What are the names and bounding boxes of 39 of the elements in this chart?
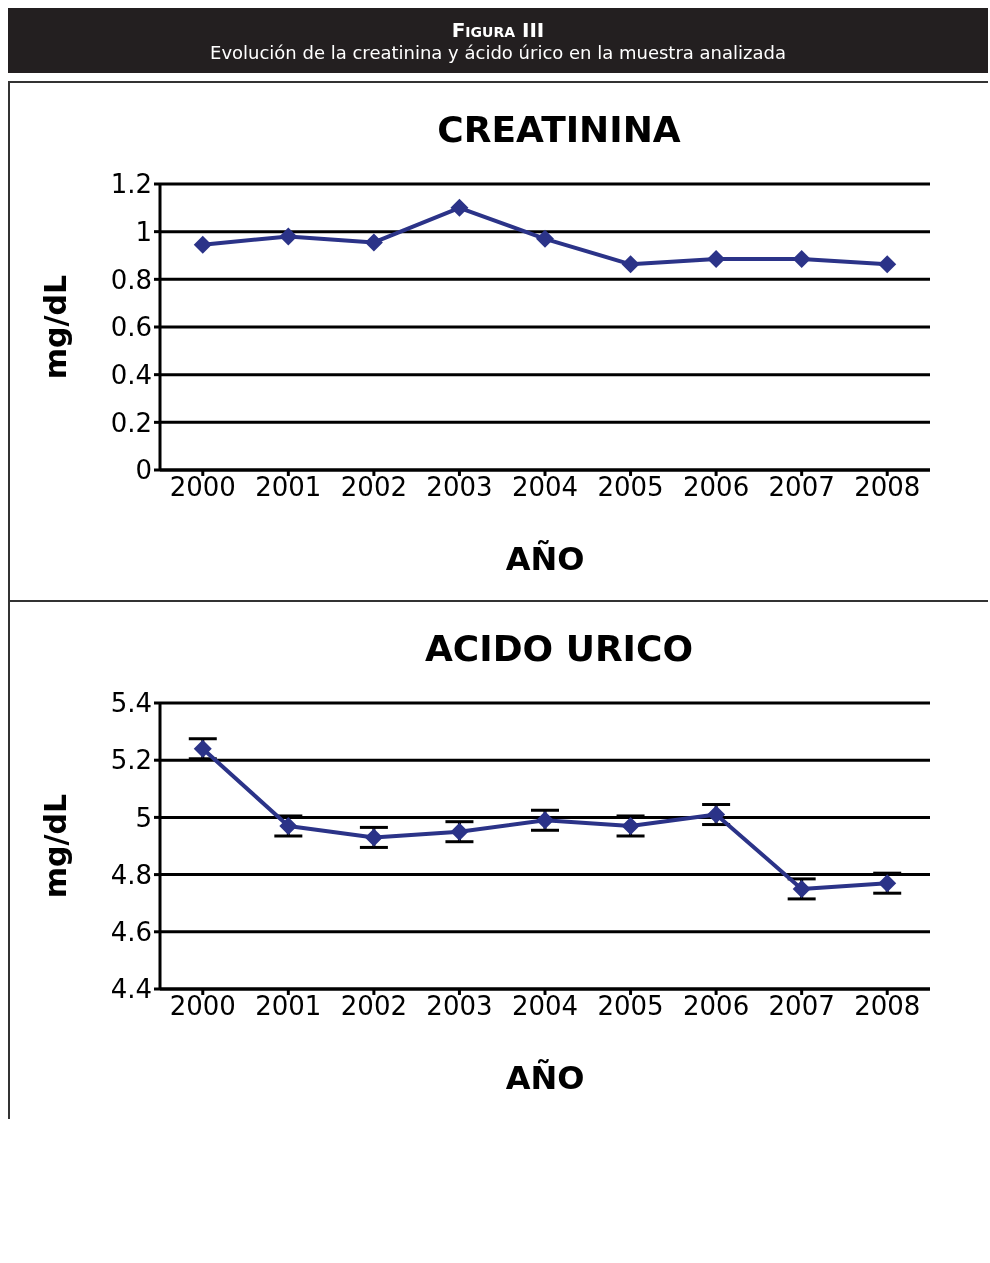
y-axis-title: mg/dL [37, 793, 73, 899]
x-tick-label: 2007 [768, 472, 835, 503]
y-tick-label: 0.8 [110, 264, 152, 295]
x-tick-label: 2008 [854, 991, 921, 1022]
x-axis-title: AÑO [505, 1059, 585, 1097]
chart-title: CREATININA [436, 109, 682, 150]
x-tick-label: 2002 [340, 991, 407, 1022]
y-tick-label: 4.8 [110, 859, 152, 890]
x-tick-label: 2000 [169, 991, 236, 1022]
x-tick-label: 2001 [255, 991, 322, 1022]
x-tick-label: 2004 [511, 472, 579, 503]
x-tick-label: 2000 [169, 472, 236, 503]
y-tick-label: 5 [135, 802, 152, 833]
y-tick-label: 0.6 [110, 312, 152, 343]
y-tick-label: 4.6 [110, 917, 152, 948]
x-axis-title: AÑO [505, 540, 585, 578]
x-tick-label: 2004 [511, 991, 579, 1022]
y-tick-label: 5.2 [110, 745, 152, 776]
text: Figura III [450, 18, 546, 42]
x-tick-label: 2007 [768, 991, 835, 1022]
x-tick-label: 2006 [683, 472, 750, 503]
y-tick-label: 1.2 [110, 169, 152, 200]
x-tick-label: 2005 [597, 991, 664, 1022]
x-tick-label: 2001 [255, 472, 322, 503]
y-tick-label: 1 [135, 216, 152, 247]
x-tick-label: 2006 [683, 991, 750, 1022]
x-tick-label: 2005 [597, 472, 664, 503]
x-tick-label: 2003 [426, 991, 493, 1022]
x-tick-label: 2002 [340, 472, 407, 503]
x-tick-label: 2008 [854, 472, 921, 503]
x-tick-label: 2003 [426, 472, 493, 503]
y-axis-title: mg/dL [37, 274, 73, 380]
y-tick-label: 0.2 [110, 407, 152, 438]
y-tick-label: 5.4 [110, 688, 152, 719]
text: Evolución de la creatinina y ácido úrico en la muestra analizada [209, 42, 787, 63]
y-tick-label: 0 [135, 455, 152, 486]
y-tick-label: 0.4 [110, 359, 152, 390]
chart-title: ACIDO URICO [423, 628, 695, 669]
y-tick-label: 4.4 [110, 974, 152, 1005]
